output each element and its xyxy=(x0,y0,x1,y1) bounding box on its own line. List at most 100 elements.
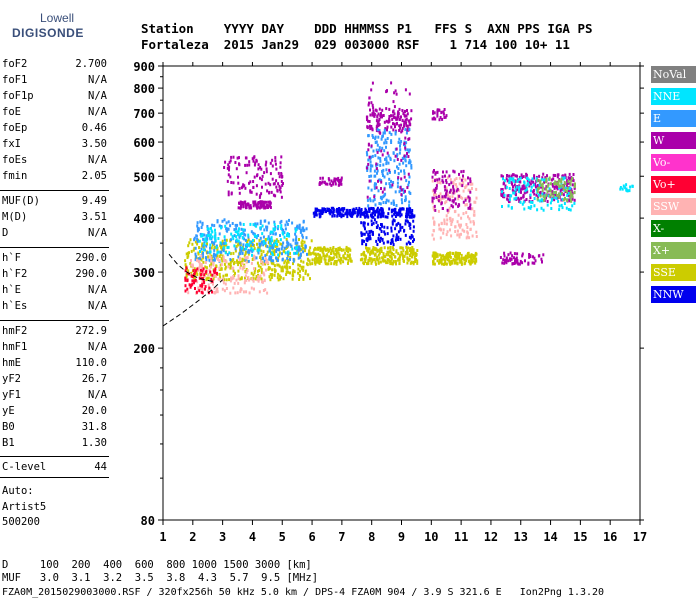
data-point-F-trace-low-red xyxy=(191,279,194,283)
data-point-NNW-line xyxy=(340,215,343,219)
data-point-F-trace-low-SSW xyxy=(243,265,246,269)
data-point-F-trace-low-E xyxy=(201,254,204,258)
data-point-NNW-line xyxy=(361,212,364,215)
data-point-vert-8 xyxy=(369,157,372,161)
data-point-cluster-13-NNE xyxy=(503,193,506,197)
data-point-SSW-10 xyxy=(443,219,446,223)
data-point-NNW-8 xyxy=(363,239,366,243)
data-point-vert-8 xyxy=(374,203,377,207)
footer-distance-row: D 100 200 400 600 800 1000 1500 3000 [km… xyxy=(2,559,312,571)
data-point-SSW-10 xyxy=(472,222,475,226)
data-point-NNW-8 xyxy=(361,242,364,246)
data-point-cluster-13-NNE xyxy=(562,177,565,181)
data-point-cluster-13-X+ xyxy=(556,194,559,197)
data-point-cluster-13-NNE xyxy=(566,194,569,197)
data-point-vert-8 xyxy=(366,153,369,157)
data-point-F-trace-low-SSW xyxy=(250,261,253,265)
data-point-SSE-7 xyxy=(319,248,322,252)
data-point-F-trace-low-red xyxy=(184,278,187,282)
data-point-F-trace-NNE xyxy=(209,243,212,247)
data-point-vert-8 xyxy=(404,195,407,199)
data-point-W-6.5 xyxy=(330,179,333,183)
data-point-W-8-high xyxy=(410,109,413,113)
data-point-F-trace-NNE xyxy=(277,253,280,257)
data-point-cluster-13 xyxy=(522,195,525,199)
data-point-vert-8 xyxy=(380,137,383,141)
data-point-NNW-8 xyxy=(405,242,408,246)
data-point-F-trace-low-E xyxy=(195,234,198,238)
data-point-F-trace-low-SSW xyxy=(208,268,211,272)
data-point-F-trace-low-E xyxy=(199,257,202,261)
data-point-W-8-high xyxy=(388,107,391,111)
data-point-F-trace-low xyxy=(242,248,245,252)
data-point-SSE-8 xyxy=(376,258,379,262)
data-point-F-trace-low-E xyxy=(270,259,273,263)
data-point-F-trace-low xyxy=(297,253,300,257)
data-point-SSE-10 xyxy=(456,256,459,260)
data-point-NNW-8 xyxy=(392,218,395,222)
data-point-F-trace-low xyxy=(284,259,287,263)
data-point-F-trace-low xyxy=(237,269,240,273)
data-point-SSE-8 xyxy=(373,258,376,261)
data-point-vert-8 xyxy=(385,168,388,172)
data-point-cluster-13-X+ xyxy=(548,176,551,180)
data-point-vert-8-W xyxy=(370,144,373,148)
data-point-F-trace-low-red xyxy=(201,291,204,295)
data-point-F-trace-low xyxy=(212,277,215,281)
data-point-cluster-13 xyxy=(523,191,526,195)
data-point-NNW-8 xyxy=(365,230,368,234)
data-point-NNW-line xyxy=(346,215,349,219)
data-point-W-10-high xyxy=(438,118,441,122)
data-point-F-trace-low xyxy=(231,259,234,263)
data-point-SSW-10 xyxy=(438,223,440,227)
data-point-SSW-10 xyxy=(443,222,446,226)
data-point-W-scatter-4 xyxy=(238,162,240,166)
data-point-NNW-line xyxy=(359,214,362,218)
data-point-cluster-13 xyxy=(567,181,569,185)
param-row-md: M(D) 3.51 xyxy=(2,211,107,225)
data-point-vert-8 xyxy=(372,199,375,203)
data-point-NNW-8 xyxy=(399,228,402,232)
data-point-F-trace-low xyxy=(297,263,300,267)
legend-item-sse: SSE xyxy=(651,264,696,281)
data-point-W-12-low xyxy=(513,261,516,265)
data-point-F-trace-low-red xyxy=(204,287,206,291)
data-point-NNW-line xyxy=(367,215,370,219)
data-point-cluster-13 xyxy=(508,174,511,178)
data-point-SSE-8 xyxy=(411,255,413,259)
data-point-F-trace-low-E xyxy=(203,241,206,245)
data-point-F-trace-NNE xyxy=(252,248,255,252)
data-point-SSE-8 xyxy=(386,250,389,254)
data-point-W-scatter-4 xyxy=(265,167,268,171)
data-point-W-8-high xyxy=(392,115,395,119)
data-point-F-trace-low xyxy=(216,255,219,259)
data-point-cluster-13-NNE xyxy=(539,199,542,203)
data-point-NNW-8 xyxy=(408,222,411,225)
data-point-NNW-line xyxy=(315,211,318,215)
data-point-SSW-10 xyxy=(456,233,459,237)
data-point-F-trace-NNE xyxy=(227,245,230,249)
data-point-cluster-13 xyxy=(520,196,523,200)
data-point-F-trace-low xyxy=(243,254,246,258)
data-point-W-band-low xyxy=(238,201,240,205)
data-point-SSE-8 xyxy=(398,258,401,262)
data-point-W-10 xyxy=(444,188,447,192)
data-point-F-trace-low-red xyxy=(199,284,202,288)
data-point-SSE-8 xyxy=(411,246,414,249)
data-point-W-10 xyxy=(438,177,441,181)
data-point-W-10 xyxy=(454,197,457,201)
data-point-F-trace-low-E xyxy=(283,231,286,235)
data-point-F-trace-low-E xyxy=(287,243,290,247)
data-point-cluster-13-NNE xyxy=(522,200,525,204)
data-point-SSE-8 xyxy=(362,251,365,255)
data-point-NNW-8 xyxy=(411,235,414,239)
data-point-SSE-10 xyxy=(464,254,467,258)
data-point-W-8-high xyxy=(392,122,394,126)
legend-item-nnw: NNW xyxy=(651,286,696,303)
data-point-F-trace-low-SSW xyxy=(222,255,225,259)
data-point-F-trace-low xyxy=(279,242,282,246)
data-point-F-trace-low-SSW xyxy=(223,289,226,293)
data-point-W-scatter-4 xyxy=(223,166,226,169)
data-point-cluster-13-NNE xyxy=(526,176,529,180)
data-point-F-trace-low-SSW xyxy=(252,279,255,283)
